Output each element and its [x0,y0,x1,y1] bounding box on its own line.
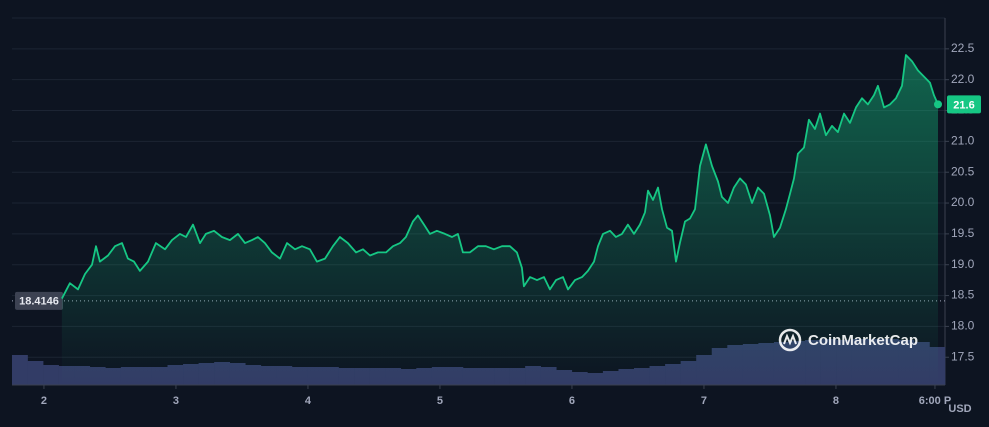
price-area [61,55,938,385]
plot: 17.518.018.519.019.520.020.521.021.522.0… [12,17,981,407]
x-tick-label: 5 [437,395,443,407]
x-tick-label: 7 [701,395,707,407]
x-tick-label: 8 [833,395,839,407]
x-tick-label: 6 [569,395,575,407]
volume-bar [12,355,28,385]
y-tick-label: 19.5 [951,226,975,240]
y-tick-label: 18.0 [951,319,975,333]
last-price-dot [934,100,943,109]
x-tick-label: 3 [173,395,179,407]
watermark: CoinMarketCap [778,328,918,352]
x-tick-label: 4 [305,395,312,407]
y-tick-label: 22.5 [951,41,975,55]
last-price-label: 21.6 [953,99,974,111]
x-tick-label: 2 [41,395,47,407]
watermark-logo-mark [783,333,797,346]
y-tick-label: 21.0 [951,134,975,148]
price-line [61,54,939,300]
watermark-logo [778,328,802,352]
last-price-box [947,95,981,114]
y-tick-label: 18.5 [951,288,975,302]
y-tick-label: 22.0 [951,72,975,86]
x-tick-label: 6:00 P [919,395,951,407]
reference-label-box [15,291,63,310]
volume-bar [27,361,44,385]
y-tick-label: 19.0 [951,257,975,271]
y-tick-label: 17.5 [951,349,975,363]
y-tick-label: 20.5 [951,164,975,178]
watermark-text: CoinMarketCap [808,332,918,349]
y-tick-label: 20.0 [951,195,975,209]
reference-label: 18.4146 [19,296,59,308]
currency-label: USD [948,403,971,415]
volume-bar [43,365,59,385]
